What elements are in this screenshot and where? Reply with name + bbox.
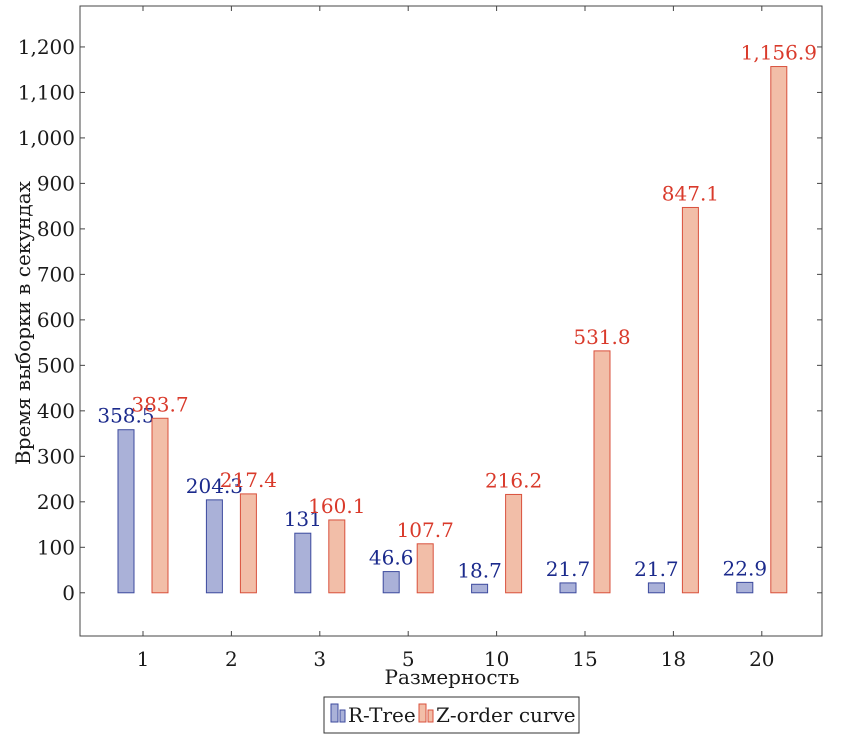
- data-label-r-tree: 21.7: [634, 557, 679, 581]
- y-tick-label: 800: [37, 217, 75, 241]
- data-label-r-tree: 18.7: [457, 558, 502, 582]
- bar-r-tree: [294, 532, 312, 594]
- y-tick-label: 1,100: [18, 80, 75, 104]
- y-tick-label: 1,200: [18, 35, 75, 59]
- y-tick-label: 600: [37, 308, 75, 332]
- x-tick-label: 20: [749, 647, 774, 671]
- x-tick-label: 5: [402, 647, 415, 671]
- x-tick-label: 2: [225, 647, 238, 671]
- data-label-z-order: 107.7: [397, 518, 454, 542]
- bar-z-order: [593, 350, 611, 594]
- legend-swatch-r-tree-small: [339, 709, 346, 723]
- bar-z-order: [770, 66, 788, 594]
- y-tick-label: 500: [37, 353, 75, 377]
- legend-swatch-r-tree: [330, 703, 339, 723]
- bar-r-tree: [647, 582, 665, 594]
- y-tick-label: 900: [37, 171, 75, 195]
- bar-z-order: [505, 493, 523, 594]
- data-label-r-tree: 22.9: [723, 556, 768, 580]
- legend: R-Tree Z-order curve: [323, 696, 580, 734]
- y-axis-title: Время выборки в секундах: [11, 180, 35, 465]
- data-label-z-order: 531.8: [573, 325, 630, 349]
- legend-frame: [323, 696, 580, 734]
- y-tick-label: 1,000: [18, 126, 75, 150]
- legend-swatch-z-order: [418, 703, 427, 723]
- bar-z-order: [239, 493, 257, 594]
- x-axis-title: Размерность: [384, 665, 519, 689]
- x-tick-label: 3: [313, 647, 326, 671]
- x-tick-label: 18: [661, 647, 686, 671]
- data-label-r-tree: 131: [284, 507, 322, 531]
- bar-z-order: [151, 417, 169, 594]
- bar-z-order: [416, 543, 434, 594]
- data-label-z-order: 160.1: [308, 494, 365, 518]
- bar-z-order: [328, 519, 346, 594]
- x-tick-label: 15: [572, 647, 597, 671]
- data-label-z-order: 847.1: [662, 181, 719, 205]
- y-tick-label: 0: [62, 581, 75, 605]
- data-label-z-order: 216.2: [485, 468, 542, 492]
- legend-label-r-tree: R-Tree: [348, 703, 416, 727]
- plot-frame: [79, 5, 823, 637]
- bar-z-order: [681, 206, 699, 594]
- data-label-r-tree: 46.6: [369, 546, 414, 570]
- plot-area: 0 100 200 300 400 500 600 700 800 900 1,000 1,100 1,…: [18, 5, 823, 671]
- data-label-z-order: 383.7: [131, 392, 188, 416]
- y-tick-label: 400: [37, 399, 75, 423]
- y-tick-label: 300: [37, 444, 75, 468]
- y-tick-label: 100: [37, 535, 75, 559]
- bar-r-tree: [559, 582, 577, 594]
- y-tick-label: 700: [37, 262, 75, 286]
- x-tick-label: 1: [137, 647, 150, 671]
- bar-r-tree: [382, 571, 400, 594]
- bar-r-tree: [117, 429, 135, 594]
- data-label-r-tree: 21.7: [546, 557, 591, 581]
- data-label-z-order: 1,156.9: [741, 41, 817, 65]
- bar-r-tree: [736, 581, 754, 594]
- data-label-z-order: 217.4: [220, 468, 277, 492]
- bar-r-tree: [471, 583, 489, 594]
- data-label-r-tree: 358.5: [97, 404, 154, 428]
- legend-swatch-z-order-small: [427, 709, 434, 723]
- data-label-r-tree: 204.3: [186, 474, 243, 498]
- y-tick-label: 200: [37, 490, 75, 514]
- x-tick-label: 10: [484, 647, 509, 671]
- bar-r-tree: [205, 499, 223, 594]
- legend-label-z-order: Z-order curve: [436, 703, 576, 727]
